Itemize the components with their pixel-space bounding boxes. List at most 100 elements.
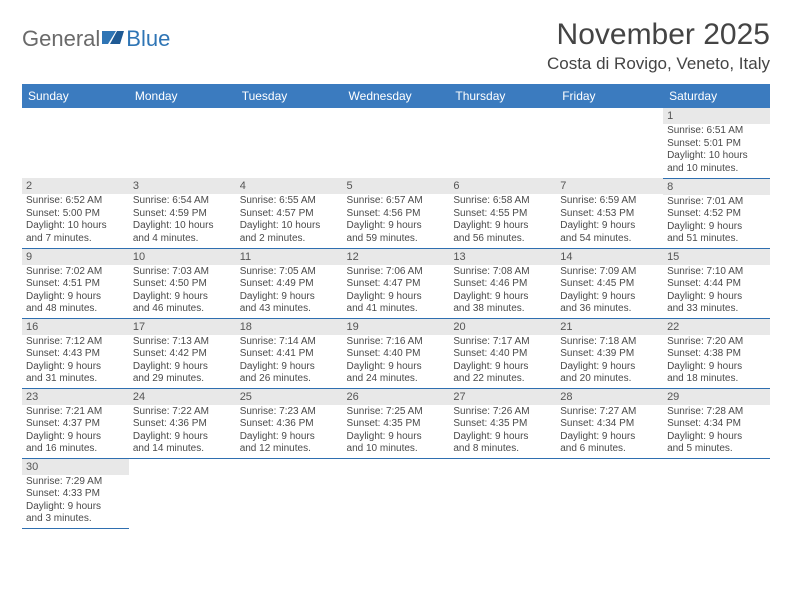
daylight-text-2: and 29 minutes.	[133, 373, 232, 386]
sunset-text: Sunset: 4:40 PM	[347, 348, 446, 361]
daylight-text-2: and 36 minutes.	[560, 303, 659, 316]
day-info: Sunrise: 7:22 AMSunset: 4:36 PMDaylight:…	[129, 405, 236, 458]
daylight-text-2: and 6 minutes.	[560, 443, 659, 456]
day-header: Sunday	[22, 84, 129, 108]
sunset-text: Sunset: 4:34 PM	[560, 418, 659, 431]
calendar-cell: 28Sunrise: 7:27 AMSunset: 4:34 PMDayligh…	[556, 388, 663, 458]
daylight-text-2: and 24 minutes.	[347, 373, 446, 386]
daylight-text-1: Daylight: 9 hours	[667, 221, 766, 234]
day-number: 16	[22, 319, 129, 335]
daylight-text-1: Daylight: 9 hours	[133, 291, 232, 304]
daylight-text-2: and 56 minutes.	[453, 233, 552, 246]
day-number: 12	[343, 249, 450, 265]
day-number: 7	[556, 178, 663, 194]
sunset-text: Sunset: 4:45 PM	[560, 278, 659, 291]
day-info: Sunrise: 7:02 AMSunset: 4:51 PMDaylight:…	[22, 265, 129, 318]
daylight-text-2: and 22 minutes.	[453, 373, 552, 386]
daylight-text-1: Daylight: 9 hours	[347, 431, 446, 444]
day-number: 20	[449, 319, 556, 335]
daylight-text-2: and 31 minutes.	[26, 373, 125, 386]
calendar-cell: 18Sunrise: 7:14 AMSunset: 4:41 PMDayligh…	[236, 318, 343, 388]
sunrise-text: Sunrise: 7:21 AM	[26, 406, 125, 419]
daylight-text-2: and 26 minutes.	[240, 373, 339, 386]
daylight-text-1: Daylight: 9 hours	[453, 361, 552, 374]
daylight-text-1: Daylight: 9 hours	[667, 361, 766, 374]
calendar-cell: 23Sunrise: 7:21 AMSunset: 4:37 PMDayligh…	[22, 388, 129, 458]
calendar-cell	[129, 108, 236, 178]
day-number: 23	[22, 389, 129, 405]
calendar-cell: 10Sunrise: 7:03 AMSunset: 4:50 PMDayligh…	[129, 248, 236, 318]
day-header: Monday	[129, 84, 236, 108]
day-number: 18	[236, 319, 343, 335]
sunset-text: Sunset: 5:00 PM	[26, 208, 125, 221]
daylight-text-2: and 46 minutes.	[133, 303, 232, 316]
daylight-text-2: and 7 minutes.	[26, 233, 125, 246]
sunset-text: Sunset: 4:53 PM	[560, 208, 659, 221]
daylight-text-2: and 54 minutes.	[560, 233, 659, 246]
sunrise-text: Sunrise: 7:03 AM	[133, 266, 232, 279]
day-info: Sunrise: 7:09 AMSunset: 4:45 PMDaylight:…	[556, 265, 663, 318]
sunset-text: Sunset: 4:39 PM	[560, 348, 659, 361]
day-info: Sunrise: 6:59 AMSunset: 4:53 PMDaylight:…	[556, 194, 663, 247]
sunset-text: Sunset: 4:49 PM	[240, 278, 339, 291]
sunrise-text: Sunrise: 7:06 AM	[347, 266, 446, 279]
sunset-text: Sunset: 5:01 PM	[667, 138, 766, 151]
day-number: 22	[663, 319, 770, 335]
sunrise-text: Sunrise: 6:54 AM	[133, 195, 232, 208]
day-info: Sunrise: 7:26 AMSunset: 4:35 PMDaylight:…	[449, 405, 556, 458]
day-info: Sunrise: 7:21 AMSunset: 4:37 PMDaylight:…	[22, 405, 129, 458]
sunset-text: Sunset: 4:56 PM	[347, 208, 446, 221]
day-info: Sunrise: 7:17 AMSunset: 4:40 PMDaylight:…	[449, 335, 556, 388]
sunset-text: Sunset: 4:43 PM	[26, 348, 125, 361]
day-number: 11	[236, 249, 343, 265]
daylight-text-1: Daylight: 9 hours	[667, 431, 766, 444]
daylight-text-1: Daylight: 10 hours	[133, 220, 232, 233]
daylight-text-1: Daylight: 9 hours	[133, 361, 232, 374]
sunrise-text: Sunrise: 7:28 AM	[667, 406, 766, 419]
sunrise-text: Sunrise: 6:59 AM	[560, 195, 659, 208]
daylight-text-1: Daylight: 9 hours	[453, 291, 552, 304]
sunset-text: Sunset: 4:46 PM	[453, 278, 552, 291]
day-info: Sunrise: 7:14 AMSunset: 4:41 PMDaylight:…	[236, 335, 343, 388]
day-info: Sunrise: 6:58 AMSunset: 4:55 PMDaylight:…	[449, 194, 556, 247]
day-number: 26	[343, 389, 450, 405]
day-number: 8	[663, 179, 770, 195]
sunrise-text: Sunrise: 7:18 AM	[560, 336, 659, 349]
sunset-text: Sunset: 4:47 PM	[347, 278, 446, 291]
sunrise-text: Sunrise: 7:16 AM	[347, 336, 446, 349]
daylight-text-1: Daylight: 10 hours	[667, 150, 766, 163]
calendar-cell: 13Sunrise: 7:08 AMSunset: 4:46 PMDayligh…	[449, 248, 556, 318]
sunset-text: Sunset: 4:37 PM	[26, 418, 125, 431]
daylight-text-2: and 10 minutes.	[347, 443, 446, 456]
daylight-text-1: Daylight: 9 hours	[560, 220, 659, 233]
daylight-text-1: Daylight: 9 hours	[240, 291, 339, 304]
day-info: Sunrise: 7:16 AMSunset: 4:40 PMDaylight:…	[343, 335, 450, 388]
daylight-text-2: and 10 minutes.	[667, 163, 766, 176]
day-info: Sunrise: 7:25 AMSunset: 4:35 PMDaylight:…	[343, 405, 450, 458]
day-number: 13	[449, 249, 556, 265]
sunrise-text: Sunrise: 7:08 AM	[453, 266, 552, 279]
day-info: Sunrise: 7:05 AMSunset: 4:49 PMDaylight:…	[236, 265, 343, 318]
daylight-text-2: and 12 minutes.	[240, 443, 339, 456]
calendar-cell: 6Sunrise: 6:58 AMSunset: 4:55 PMDaylight…	[449, 178, 556, 248]
sunrise-text: Sunrise: 7:25 AM	[347, 406, 446, 419]
daylight-text-2: and 3 minutes.	[26, 513, 125, 526]
daylight-text-1: Daylight: 9 hours	[453, 220, 552, 233]
calendar-cell	[556, 458, 663, 529]
calendar-cell: 4Sunrise: 6:55 AMSunset: 4:57 PMDaylight…	[236, 178, 343, 248]
daylight-text-2: and 20 minutes.	[560, 373, 659, 386]
daylight-text-2: and 48 minutes.	[26, 303, 125, 316]
sunset-text: Sunset: 4:36 PM	[240, 418, 339, 431]
sunset-text: Sunset: 4:35 PM	[347, 418, 446, 431]
day-header: Thursday	[449, 84, 556, 108]
sunset-text: Sunset: 4:59 PM	[133, 208, 232, 221]
daylight-text-1: Daylight: 9 hours	[560, 361, 659, 374]
daylight-text-1: Daylight: 9 hours	[560, 431, 659, 444]
calendar-cell: 2Sunrise: 6:52 AMSunset: 5:00 PMDaylight…	[22, 178, 129, 248]
daylight-text-1: Daylight: 9 hours	[26, 361, 125, 374]
day-number: 2	[22, 178, 129, 194]
day-info: Sunrise: 7:18 AMSunset: 4:39 PMDaylight:…	[556, 335, 663, 388]
day-number: 9	[22, 249, 129, 265]
daylight-text-2: and 43 minutes.	[240, 303, 339, 316]
day-header: Friday	[556, 84, 663, 108]
